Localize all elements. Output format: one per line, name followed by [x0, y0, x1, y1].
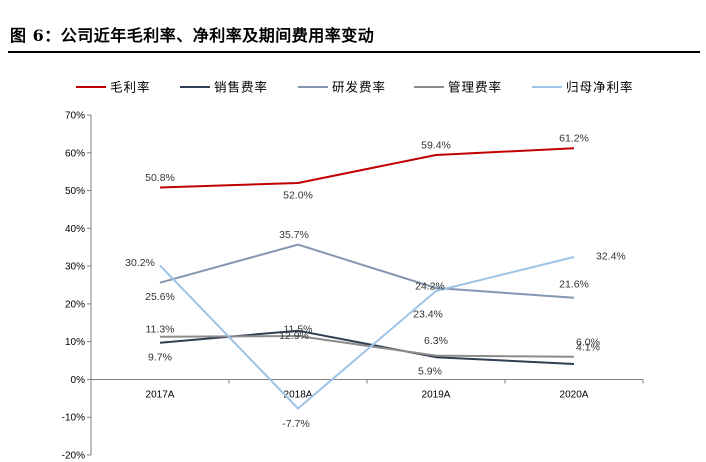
series-line — [159, 335, 575, 358]
data-label: 24.2% — [415, 281, 445, 293]
data-label: 30.2% — [125, 257, 155, 269]
series-line — [159, 147, 575, 189]
y-tick-label: 60% — [65, 148, 85, 159]
y-tick-label: 0% — [71, 375, 86, 386]
data-label: 4.1% — [576, 341, 600, 353]
data-label: 59.4% — [421, 140, 451, 152]
y-tick-label: 50% — [65, 186, 85, 197]
series-line — [159, 256, 575, 410]
data-label: 6.0% — [576, 336, 600, 348]
legend-label: 毛利率 — [110, 80, 151, 95]
data-label: 12.9% — [279, 330, 309, 342]
data-label: 11.5% — [284, 324, 313, 336]
data-label: 21.6% — [559, 278, 589, 290]
caption-divider — [8, 51, 700, 53]
data-label: 6.3% — [424, 335, 448, 347]
y-tick-label: 30% — [65, 262, 85, 273]
legend-label: 研发费率 — [332, 80, 386, 95]
x-tick-label: 2019A — [422, 389, 451, 400]
data-label: 61.2% — [559, 133, 589, 145]
y-axis-ticks: -20% -10% 0% 10% 20% 30% 40% 50% 60% 70% — [62, 111, 91, 462]
y-tick-label: 70% — [65, 111, 85, 122]
data-label: 11.3% — [146, 323, 175, 335]
x-axis-ticks: 2017A 2018A 2019A 2020A — [90, 379, 644, 400]
chart-legend: 毛利率 销售费率 研发费率 管理费率 归母净利率 — [76, 80, 634, 95]
data-label: 25.6% — [145, 291, 175, 303]
data-label: 35.7% — [279, 229, 309, 241]
data-label: 9.7% — [148, 351, 172, 363]
x-tick-label: 2020A — [560, 389, 589, 400]
series-line — [159, 243, 575, 299]
y-tick-label: -10% — [62, 413, 85, 424]
series-lines — [159, 147, 575, 410]
figure-caption: 图 6：公司近年毛利率、净利率及期间费用率变动 — [10, 26, 375, 45]
legend-label: 销售费率 — [214, 80, 268, 95]
legend-label: 归母净利率 — [566, 80, 634, 95]
x-tick-label: 2018A — [284, 389, 313, 400]
x-tick-label: 2017A — [146, 389, 175, 400]
y-tick-label: 10% — [65, 337, 85, 348]
data-label: 52.0% — [283, 190, 313, 202]
legend-label: 管理费率 — [448, 80, 502, 95]
data-label: 5.9% — [418, 366, 442, 378]
y-tick-label: -20% — [62, 451, 85, 462]
data-label: 23.4% — [413, 309, 443, 321]
data-label: 50.8% — [145, 172, 175, 184]
y-tick-label: 40% — [65, 224, 85, 235]
data-labels: 50.8% 52.0% 59.4% 61.2% 9.7% 12.9% 5.9% 4.1% 25.… — [125, 133, 626, 430]
data-label: -7.7% — [282, 418, 309, 430]
y-tick-label: 20% — [65, 299, 85, 310]
data-label: 32.4% — [596, 251, 626, 263]
